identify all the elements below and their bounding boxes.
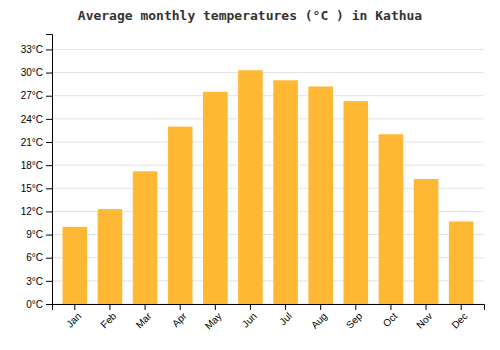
y-tick-label: 6°C [26,252,43,263]
bar [344,101,369,304]
grid-line [52,49,484,50]
x-tick-mark [215,304,216,310]
x-tick-mark [145,304,146,310]
y-tick: 33°C [21,44,52,55]
x-tick-label: Jan [64,310,83,329]
y-tick-label: 15°C [21,183,43,194]
bar [63,227,88,304]
y-tick-mark [46,142,52,143]
x-tick-label: Feb [98,310,118,330]
x-tick: May [203,304,224,332]
y-tick-mark [46,258,52,259]
y-tick-label: 9°C [26,229,43,240]
bar [273,80,298,304]
y-tick-label: 0°C [26,299,43,310]
bar [414,179,439,304]
x-tick-label: Mar [134,310,154,330]
y-tick-mark [46,188,52,189]
y-tick: 15°C [21,183,52,194]
y-tick: 0°C [26,299,52,310]
x-tick: Nov [414,304,434,331]
grid-line [52,142,484,143]
grid-line [52,118,484,119]
y-tick-label: 27°C [21,90,43,101]
x-tick-label: Sep [344,310,365,331]
y-tick-label: 12°C [21,206,43,217]
bar [98,209,123,304]
x-tick-mark [461,304,462,310]
y-tick-label: 24°C [21,114,43,125]
x-tick: Mar [134,304,154,330]
y-tick-mark [46,73,52,74]
y-tick-label: 30°C [21,67,43,78]
x-tick-mark [390,304,391,310]
y-tick-mark [46,235,52,236]
x-tick-mark [250,304,251,310]
y-tick: 21°C [21,137,52,148]
grid-line [52,165,484,166]
x-tick-label: Jun [240,310,259,329]
y-tick: 24°C [21,114,52,125]
x-tick: Apr [170,304,189,329]
x-tick-label: Aug [309,310,329,330]
x-axis-line [53,305,485,311]
grid [52,49,484,304]
x-tick: Aug [309,304,329,331]
x-tick: Jan [64,304,83,330]
y-tick-label: 33°C [21,44,43,55]
x-tick: Feb [98,304,118,330]
x-tick-mark [180,304,181,310]
y-tick: 9°C [26,229,52,240]
chart: Jan Feb Mar Apr May Jun Jul Aug Sep Oct Nov Dec 0°C 3… [0,0,500,350]
y-tick: 12°C [21,206,52,217]
y-axis: 0°C 3°C 6°C 9°C 12°C 15°C 18°C 21°C 24°C 27°C 30°C… [21,35,53,310]
x-tick-label: Nov [414,310,434,330]
y-tick-mark [46,304,52,305]
y-tick-label: 18°C [21,160,43,171]
bar [238,70,263,304]
y-axis-line [46,35,53,305]
x-tick: Oct [381,304,400,329]
x-tick-mark [320,304,321,310]
x-tick-mark [355,304,356,310]
bar [168,127,193,304]
x-tick: Sep [344,304,365,331]
bar [203,92,228,304]
bar [379,134,404,304]
y-tick-mark [46,211,52,212]
x-tick: Dec [449,304,469,331]
plot: Jan Feb Mar Apr May Jun Jul Aug Sep Oct Nov Dec 0°C 3… [21,35,485,332]
x-tick-label: Apr [170,310,189,329]
y-tick: 30°C [21,67,52,78]
y-tick-mark [46,281,52,282]
y-tick-mark [46,96,52,97]
grid-line [52,72,484,73]
bar [308,86,333,304]
x-tick-label: May [203,310,224,331]
x-tick-label: Jul [277,310,294,327]
x-axis: Jan Feb Mar Apr May Jun Jul Aug Sep Oct Nov Dec [53,304,485,332]
title: Average monthly temperatures (°C ) in Ka… [78,8,423,23]
bars [63,70,474,304]
x-tick-mark [426,304,427,310]
bar [449,221,474,304]
y-tick: 18°C [21,160,52,171]
x-tick: Jul [277,304,294,327]
y-tick: 3°C [26,276,52,287]
x-tick-label: Dec [449,310,469,330]
grid-line [52,95,484,96]
bar [133,171,158,304]
x-tick: Jun [240,304,259,330]
x-tick-label: Oct [381,310,400,329]
y-tick-mark [46,119,52,120]
y-tick-mark [46,49,52,50]
y-tick: 6°C [26,252,52,263]
y-tick: 27°C [21,90,52,101]
x-tick-mark [74,304,75,310]
x-tick-mark [109,304,110,310]
x-tick-mark [285,304,286,310]
y-tick-mark [46,165,52,166]
y-tick-label: 3°C [26,276,43,287]
y-tick-label: 21°C [21,137,43,148]
